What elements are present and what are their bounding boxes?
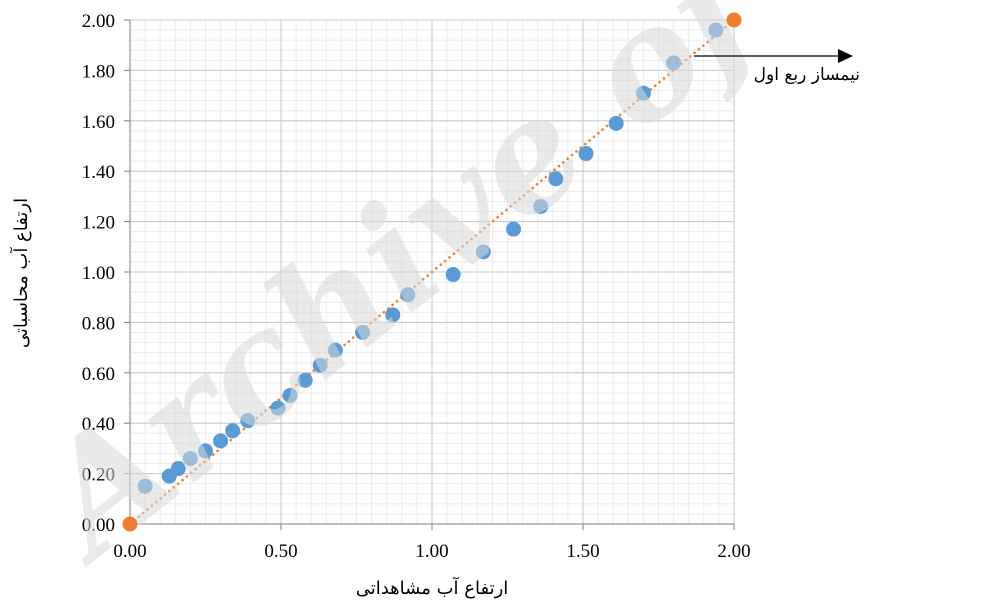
data-point	[170, 461, 186, 477]
watermark: Archive of	[0, 0, 806, 596]
y-tick-label: 1.00	[82, 263, 115, 284]
y-tick-label: 1.80	[82, 61, 115, 82]
data-point	[327, 342, 343, 358]
bisector-endpoints	[122, 12, 742, 532]
data-point	[213, 433, 229, 449]
y-axis-title: ارتفاع آب محاسباتی	[9, 198, 32, 348]
data-point	[225, 423, 241, 439]
data-point	[385, 307, 401, 323]
data-point	[270, 400, 286, 416]
y-tick-label: 1.20	[82, 213, 115, 234]
y-tick-labels: 0.00 0.20 0.40 0.60 0.80 1.00 1.20 1.40 1.60 1.80…	[82, 11, 115, 536]
x-tick-label: 0.00	[113, 541, 146, 562]
data-point	[445, 267, 461, 283]
bisector-series	[128, 18, 736, 526]
data-point	[708, 22, 724, 38]
y-tick-label: 1.40	[82, 162, 115, 183]
data-point	[355, 324, 371, 340]
data-point	[282, 387, 298, 403]
y-tick-label: 2.00	[82, 11, 115, 32]
y-tick-label: 0.40	[82, 414, 115, 435]
data-point	[312, 357, 328, 373]
bisector-line	[128, 18, 736, 526]
data-point	[506, 221, 522, 237]
data-point	[578, 146, 594, 162]
data-point	[198, 443, 213, 459]
x-tick-label: 1.50	[566, 541, 599, 562]
x-tick-label: 2.00	[717, 541, 750, 562]
y-tick-label: 0.60	[82, 364, 115, 385]
data-point	[240, 413, 256, 429]
data-point	[400, 287, 416, 303]
data-point	[533, 198, 549, 214]
annotation-arrow-head	[838, 49, 853, 63]
observed-vs-computed-points	[137, 22, 724, 494]
data-point	[182, 450, 198, 466]
data-point	[635, 85, 651, 101]
y-tick-label: 0.20	[82, 465, 115, 486]
x-tick-labels: 0.00 0.50 1.00 1.50 2.00	[113, 541, 750, 562]
y-tick-label: 1.60	[82, 112, 115, 133]
data-point	[297, 372, 313, 388]
x-tick-label: 0.50	[264, 541, 297, 562]
y-tick-label: 0.00	[82, 515, 115, 536]
data-point	[608, 115, 624, 131]
x-tick-label: 1.00	[415, 541, 448, 562]
y-tick-label: 0.80	[82, 313, 115, 334]
bisector-endpoint	[726, 12, 742, 28]
data-point	[666, 55, 682, 71]
annotation-label: نیمساز ربع اول	[754, 65, 860, 85]
axes	[124, 19, 735, 530]
x-axis-title: ارتفاع آب مشاهداتی	[356, 576, 509, 599]
data-point	[475, 244, 491, 260]
bisector-endpoint	[122, 516, 138, 532]
data-point	[137, 478, 153, 494]
data-point	[548, 171, 564, 187]
